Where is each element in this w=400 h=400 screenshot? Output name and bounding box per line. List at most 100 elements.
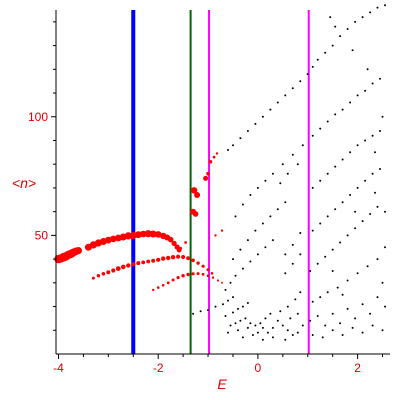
data-point [346, 234, 349, 237]
data-point [286, 305, 289, 308]
data-point [329, 16, 332, 19]
data-point [194, 192, 201, 198]
data-point [289, 317, 292, 320]
data-point [115, 266, 121, 271]
data-point [136, 261, 141, 266]
data-point [237, 307, 239, 310]
data-point [216, 279, 220, 282]
data-point [286, 172, 289, 175]
data-point [331, 248, 334, 251]
data-point [214, 305, 217, 308]
data-point [201, 264, 205, 268]
data-point [271, 239, 274, 242]
y-axis-label: <n> [12, 175, 36, 191]
data-point [331, 44, 334, 47]
data-point [256, 186, 259, 189]
data-point [237, 329, 239, 332]
y-tick-label: 50 [35, 228, 49, 242]
data-point [331, 270, 334, 272]
data-point [334, 165, 337, 168]
data-point [349, 151, 352, 154]
data-point [361, 331, 364, 334]
data-point [206, 274, 210, 278]
data-point [354, 227, 357, 230]
data-point [351, 326, 354, 329]
data-point [374, 151, 376, 154]
data-point [271, 326, 274, 329]
data-point [179, 246, 183, 250]
data-point [269, 108, 272, 111]
data-point [284, 253, 287, 256]
data-point [331, 312, 334, 315]
data-point [176, 254, 181, 259]
data-point [241, 305, 244, 308]
data-point [241, 336, 244, 339]
data-point [349, 194, 352, 196]
data-point [356, 94, 359, 97]
data-point [234, 274, 237, 277]
data-point [299, 80, 302, 83]
data-point [379, 168, 381, 170]
data-point [91, 276, 95, 280]
data-point [229, 324, 232, 327]
data-point [74, 247, 82, 255]
data-point [111, 268, 116, 273]
data-point [211, 276, 215, 279]
data-point [206, 171, 210, 176]
data-point [154, 231, 162, 238]
data-point [261, 338, 264, 341]
data-point [156, 257, 161, 262]
data-point [341, 108, 344, 111]
data-point [256, 253, 259, 256]
data-point [384, 210, 386, 213]
data-point [334, 208, 337, 211]
data-point [291, 87, 294, 90]
data-point [215, 152, 219, 155]
data-point [334, 113, 337, 116]
data-point [369, 11, 372, 14]
data-point [339, 35, 342, 38]
data-point [170, 255, 176, 260]
data-point [311, 186, 314, 189]
data-point [269, 312, 272, 315]
y-axis-ticks: 50 100 [28, 21, 56, 331]
data-point [319, 296, 322, 299]
data-point [232, 296, 234, 299]
data-point [264, 179, 267, 182]
data-point [203, 175, 209, 181]
data-point [381, 329, 384, 332]
data-point [354, 210, 357, 213]
data-point [371, 82, 374, 85]
data-point [339, 241, 342, 244]
data-point [346, 307, 349, 310]
data-point [246, 302, 249, 304]
data-point [246, 130, 249, 132]
data-point [139, 230, 147, 238]
data-point [196, 261, 200, 265]
data-point [251, 334, 254, 336]
data-point [341, 334, 344, 336]
data-point [319, 127, 322, 130]
data-point [371, 172, 374, 175]
data-point [319, 222, 322, 225]
data-point [364, 139, 367, 142]
data-point [286, 329, 289, 332]
data-point [126, 263, 131, 268]
data-point [254, 229, 257, 232]
data-point [261, 326, 264, 329]
data-point [151, 258, 156, 263]
data-point [196, 272, 200, 276]
data-point [191, 272, 195, 276]
data-point [369, 312, 372, 315]
data-point [341, 293, 344, 296]
data-point [254, 324, 257, 327]
data-point [326, 120, 329, 123]
data-point [192, 312, 195, 315]
data-point [131, 262, 136, 267]
data-point [324, 324, 327, 327]
data-point [232, 258, 234, 261]
data-point [324, 255, 327, 258]
data-point [311, 300, 314, 303]
data-point [184, 241, 188, 244]
data-point [149, 230, 157, 238]
